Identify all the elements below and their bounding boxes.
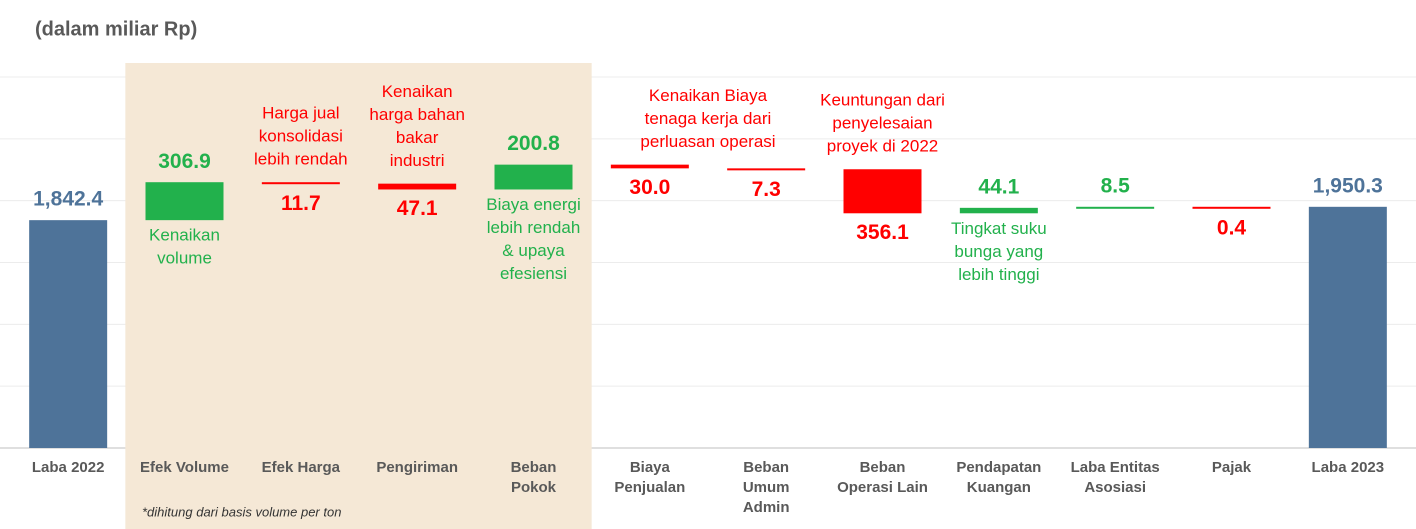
bar bbox=[1076, 206, 1155, 209]
x-tick-label: Biaya bbox=[630, 459, 671, 476]
x-tick-label: Penjualan bbox=[614, 479, 685, 496]
annotation: tenaga kerja dari bbox=[645, 109, 772, 128]
annotation: penyelesaian bbox=[832, 114, 932, 133]
value-label: 306.9 bbox=[158, 150, 211, 173]
x-tick-label: Efek Harga bbox=[262, 459, 341, 476]
annotation: lebih rendah bbox=[254, 150, 348, 169]
x-tick-label: Laba Entitas bbox=[1071, 459, 1160, 476]
bar bbox=[610, 164, 689, 169]
annotation: proyek di 2022 bbox=[827, 137, 939, 156]
bar bbox=[29, 220, 108, 448]
annotation: Kenaikan Biaya bbox=[649, 86, 768, 105]
annotation: Kenaikan bbox=[382, 82, 453, 101]
x-tick-label: Pajak bbox=[1212, 459, 1252, 476]
annotation: Biaya energi bbox=[486, 195, 581, 214]
x-tick-label: Admin bbox=[743, 499, 790, 516]
bar bbox=[843, 169, 922, 214]
bar bbox=[494, 164, 573, 190]
bar bbox=[261, 182, 340, 185]
x-tick-label: Beban bbox=[743, 459, 789, 476]
x-tick-label: Laba 2022 bbox=[32, 459, 105, 476]
value-label: 200.8 bbox=[507, 132, 560, 155]
annotation: bunga yang bbox=[954, 242, 1043, 261]
annotation: Keuntungan dari bbox=[820, 91, 945, 110]
value-label: 11.7 bbox=[281, 192, 321, 215]
value-label: 0.4 bbox=[1217, 216, 1247, 239]
x-tick-label: Efek Volume bbox=[140, 459, 229, 476]
value-label: 8.5 bbox=[1101, 174, 1131, 197]
x-tick-label: Operasi Lain bbox=[837, 479, 928, 496]
annotation: konsolidasi bbox=[259, 127, 343, 146]
x-tick-label: Umum bbox=[743, 479, 790, 496]
annotation: volume bbox=[157, 249, 212, 268]
x-tick-label: Beban bbox=[860, 459, 906, 476]
annotation: industri bbox=[390, 151, 445, 170]
x-tick-label: Kuangan bbox=[967, 479, 1031, 496]
bar bbox=[378, 183, 457, 190]
annotation: efesiensi bbox=[500, 264, 567, 283]
value-label: 30.0 bbox=[629, 176, 670, 199]
x-tick-label: Pengiriman bbox=[376, 459, 458, 476]
annotation: Tingkat suku bbox=[951, 219, 1047, 238]
annotation: harga bahan bbox=[369, 105, 464, 124]
bar bbox=[145, 182, 224, 221]
annotation: Harga jual bbox=[262, 104, 340, 123]
highlight-region bbox=[125, 63, 592, 529]
value-label: 44.1 bbox=[978, 175, 1019, 198]
value-label: 1,842.4 bbox=[33, 188, 103, 211]
bar bbox=[1192, 206, 1271, 209]
annotation: Kenaikan bbox=[149, 226, 220, 245]
bar bbox=[1308, 206, 1387, 448]
bar bbox=[727, 168, 806, 171]
chart-subtitle: (dalam miliar Rp) bbox=[35, 18, 197, 40]
x-tick-label: Pendapatan bbox=[956, 459, 1041, 476]
annotation: lebih tinggi bbox=[958, 265, 1039, 284]
x-tick-label: Laba 2023 bbox=[1312, 459, 1385, 476]
annotation: bakar bbox=[396, 128, 439, 147]
annotation: lebih rendah bbox=[487, 218, 581, 237]
value-label: 47.1 bbox=[397, 197, 438, 220]
bar bbox=[959, 207, 1038, 214]
annotation: & upaya bbox=[502, 241, 565, 260]
footnote: *dihitung dari basis volume per ton bbox=[142, 504, 341, 519]
x-tick-label: Asosiasi bbox=[1084, 479, 1146, 496]
x-tick-label: Pokok bbox=[511, 479, 557, 496]
annotation: perluasan operasi bbox=[640, 132, 775, 151]
value-label: 7.3 bbox=[752, 178, 781, 201]
x-tick-label: Beban bbox=[511, 459, 557, 476]
value-label: 356.1 bbox=[856, 221, 909, 244]
value-label: 1,950.3 bbox=[1313, 174, 1383, 197]
